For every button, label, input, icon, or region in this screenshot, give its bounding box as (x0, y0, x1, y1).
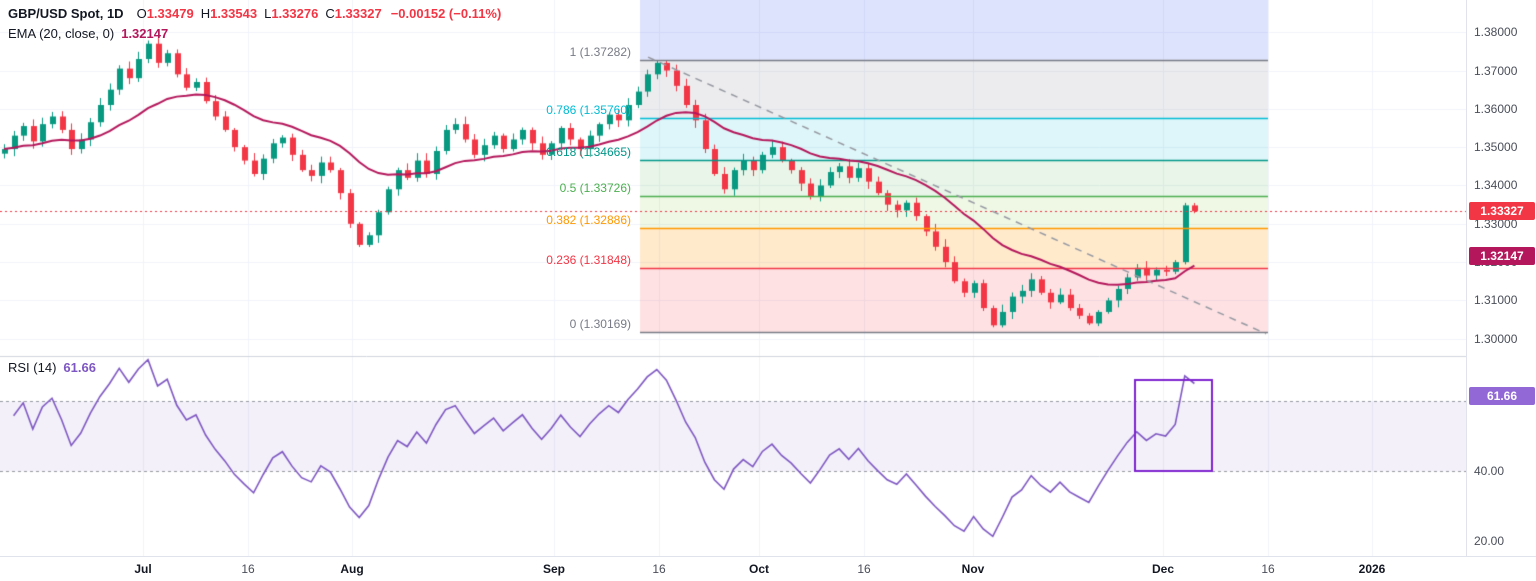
price-axis-tick: 1.30000 (1474, 331, 1518, 346)
time-axis-tick: Dec (1151, 562, 1175, 576)
price-axis-tick: 1.36000 (1474, 101, 1518, 116)
time-axis-tick: 2026 (1358, 562, 1386, 576)
time-axis-tick: 16 (241, 562, 255, 576)
ohlc-value: 1.33276 (271, 6, 319, 21)
rsi-value-badge: 61.66 (1469, 386, 1535, 405)
fib-level-label[interactable]: 0.236 (1.31848) (546, 252, 631, 267)
rsi-axis-tick: 20.00 (1474, 534, 1505, 549)
time-axis-tick: 16 (857, 562, 871, 576)
fib-level-label[interactable]: 0.5 (1.33726) (559, 180, 631, 195)
ohlc-values: O1.33479 H1.33543 L1.33276 C1.33327 (130, 6, 382, 21)
rsi-value: 61.66 (63, 360, 96, 375)
price-axis-tick: 1.37000 (1474, 63, 1518, 78)
time-axis-tick: 16 (652, 562, 666, 576)
symbol-title[interactable]: GBP/USD Spot, 1D (8, 6, 124, 21)
ohlc-label: C (325, 6, 335, 21)
fib-level-label[interactable]: 0 (1.30169) (569, 317, 631, 332)
price-axis-tick: 1.33000 (1474, 216, 1518, 231)
rsi-indicator-label[interactable]: RSI (14) (8, 360, 57, 375)
ohlc-value: 1.33479 (146, 6, 194, 21)
ohlc-label: O (136, 6, 147, 21)
fib-level-label[interactable]: 1 (1.37282) (569, 44, 631, 59)
fib-level-label[interactable]: 0.618 (1.34665) (546, 144, 631, 159)
ohlc-label: L (264, 6, 272, 21)
time-axis-tick: 16 (1261, 562, 1275, 576)
price-axis-tick: 1.31000 (1474, 293, 1518, 308)
ema-indicator-label[interactable]: EMA (20, close, 0) (8, 26, 115, 41)
ohlc-value: 1.33543 (210, 6, 258, 21)
ema-legend-row: EMA (20, close, 0) 1.32147 (8, 24, 501, 44)
time-axis[interactable]: Jul 16 Aug Sep 16 Oct 16 Nov Dec 16 2026 (0, 556, 1536, 581)
time-axis-tick: Oct (748, 562, 770, 576)
ema-value: 1.32147 (121, 26, 169, 41)
price-axis-tick: 1.34000 (1474, 178, 1518, 193)
time-axis-tick: Aug (340, 562, 364, 576)
ema-price-badge: 1.32147 (1469, 247, 1535, 266)
ohlc-label: H (200, 6, 211, 21)
price-axis-tick: 1.38000 (1474, 25, 1518, 40)
time-axis-tick: Nov (961, 562, 985, 576)
price-axis-tick: 1.35000 (1474, 140, 1518, 155)
chart-legend: GBP/USD Spot, 1D O1.33479 H1.33543 L1.33276… (8, 4, 501, 44)
fib-level-label[interactable]: 0.382 (1.32886) (546, 213, 631, 228)
last-price-badge: 1.33327 (1469, 202, 1535, 221)
price-axis[interactable]: 1.38000 1.37000 1.36000 1.35000 1.34000 1.330… (1466, 0, 1536, 556)
price-chart-canvas[interactable] (0, 0, 1466, 556)
time-axis-tick: Sep (542, 562, 566, 576)
time-axis-tick: Jul (134, 562, 152, 576)
rsi-legend: RSI (14) 61.66 (8, 360, 96, 375)
symbol-legend-row: GBP/USD Spot, 1D O1.33479 H1.33543 L1.33276… (8, 4, 501, 24)
fib-level-label[interactable]: 0.786 (1.35760) (546, 103, 631, 118)
price-change: −0.00152 (−0.11%) (390, 6, 502, 21)
ohlc-value: 1.33327 (334, 6, 382, 21)
rsi-axis-tick: 40.00 (1474, 464, 1505, 479)
